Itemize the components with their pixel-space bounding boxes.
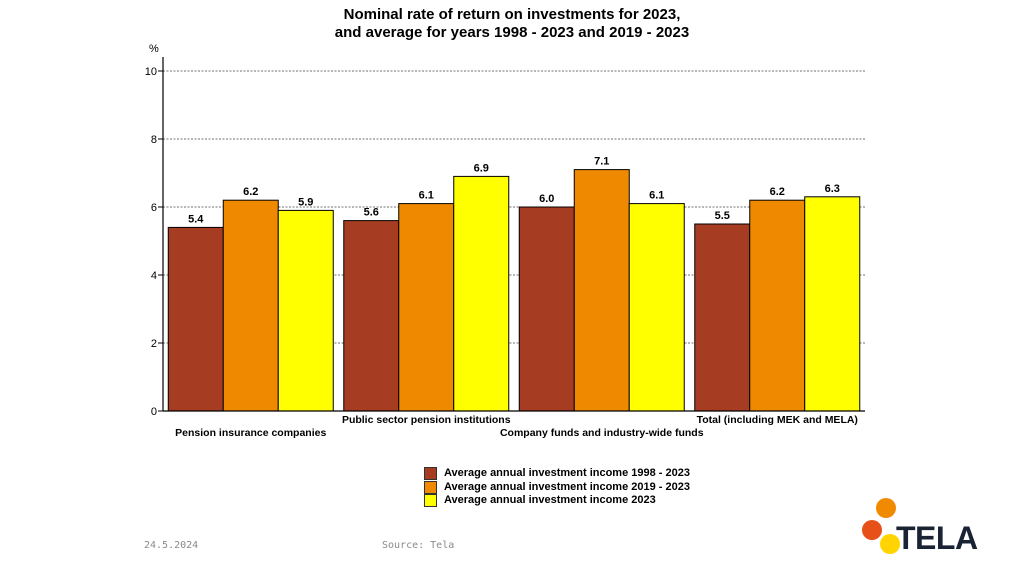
legend-item: Average annual investment income 2019 - … — [424, 481, 690, 495]
logo-dot-red — [862, 520, 882, 540]
category-label: Total (including MEK and MELA) — [697, 414, 858, 426]
bar — [343, 220, 400, 412]
y-tick-label: 10 — [145, 66, 157, 78]
legend-item: Average annual investment income 1998 - … — [424, 467, 690, 481]
legend-swatch — [424, 494, 437, 508]
bar — [804, 196, 861, 412]
chart-title-line-2: and average for years 1998 - 2023 and 20… — [334, 24, 690, 41]
y-tick-label: 0 — [151, 406, 157, 418]
data-label: 6.2 — [243, 186, 258, 198]
bar — [398, 203, 455, 412]
footer-date: 24.5.2024 — [144, 540, 199, 551]
footer-source: Source: Tela — [382, 540, 455, 551]
logo-text: TELA — [896, 520, 978, 556]
data-label: 6.2 — [770, 186, 785, 198]
legend-label: Average annual investment income 2023 — [444, 494, 656, 506]
legend-swatch — [424, 480, 437, 494]
data-label: 6.3 — [825, 183, 840, 195]
bar — [518, 206, 575, 412]
logo-dot-yellow — [880, 534, 900, 554]
bars — [167, 169, 861, 412]
tela-logo: TELA — [860, 496, 980, 560]
category-label: Pension insurance companies — [175, 427, 326, 439]
y-tick-label: 6 — [151, 202, 157, 214]
bar — [222, 199, 279, 412]
y-tick-label: 4 — [151, 270, 157, 282]
bar-chart: 0 2 4 6 8 10% 5.4 6.2 5.9 Pension insurance compa… — [145, 43, 865, 439]
legend-item: Average annual investment income 2023 — [424, 494, 690, 508]
data-label: 6.1 — [419, 190, 434, 202]
legend-label: Average annual investment income 2019 - … — [444, 480, 690, 493]
legend-label: Average annual investment income 1998 - … — [444, 467, 690, 479]
y-tick-label: 2 — [151, 338, 157, 350]
labels: 0 2 4 6 8 10% 5.4 6.2 5.9 Pension insurance compa… — [145, 43, 858, 439]
bar — [628, 203, 685, 412]
bar — [453, 175, 510, 412]
logo-dot-orange — [876, 498, 896, 518]
data-label: 5.6 — [364, 207, 379, 219]
category-label: Company funds and industry-wide funds — [500, 427, 704, 439]
bar — [749, 199, 806, 412]
data-label: 6.0 — [539, 193, 554, 205]
data-label: 6.1 — [649, 190, 664, 202]
chart-title-line-1: Nominal rate of return on investments fo… — [343, 6, 681, 23]
category-label: Public sector pension institutions — [342, 414, 511, 426]
data-label: 6.9 — [474, 162, 489, 174]
y-tick-label: 8 — [151, 134, 157, 146]
bar — [573, 169, 630, 412]
data-label: 5.5 — [715, 210, 730, 222]
legend: Average annual investment income 1998 - … — [424, 467, 690, 508]
bar — [694, 223, 751, 412]
chart-title: Nominal rate of return on investments fo… — [0, 6, 1024, 42]
bar — [277, 209, 334, 412]
data-label: 7.1 — [594, 156, 609, 168]
data-label: 5.9 — [298, 196, 313, 208]
axes — [158, 57, 865, 412]
legend-swatch — [424, 467, 437, 481]
data-label: 5.4 — [188, 213, 204, 225]
y-axis-label: % — [149, 43, 159, 55]
bar — [167, 226, 224, 412]
